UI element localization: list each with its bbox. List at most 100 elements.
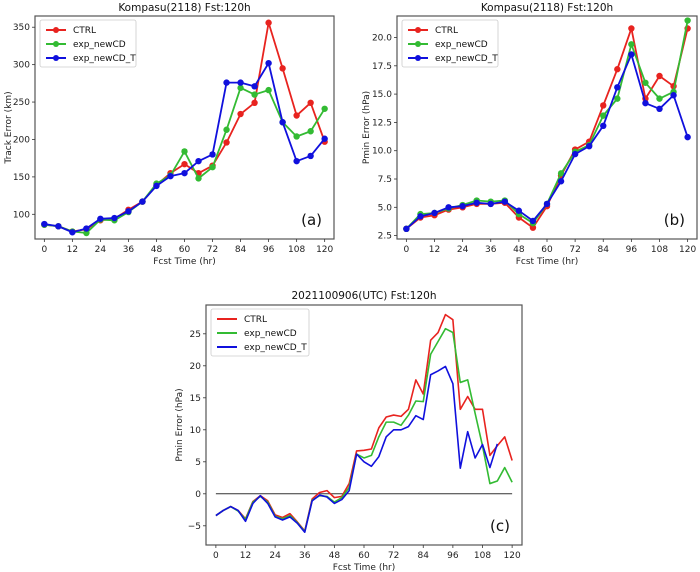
- x-tick-label: 24: [457, 245, 469, 255]
- data-point: [265, 86, 272, 94]
- legend-marker: [415, 41, 421, 47]
- legend-item: exp_newCD_T: [408, 54, 498, 64]
- legend-item: CTRL: [217, 315, 267, 325]
- x-tick-label: 36: [123, 245, 135, 255]
- y-tick-label: 5.0: [378, 203, 393, 213]
- x-tick-label: 48: [513, 245, 525, 255]
- data-point: [293, 133, 300, 140]
- data-point: [557, 178, 565, 185]
- data-point: [628, 41, 635, 48]
- data-point: [614, 95, 621, 102]
- series-ctrl: [215, 313, 513, 532]
- data-point: [529, 217, 537, 225]
- y-axis-label: Pmin Error (hPa): [175, 388, 185, 461]
- data-point: [614, 66, 621, 73]
- x-tick-label: 108: [651, 245, 668, 255]
- x-tick-label: 60: [179, 245, 191, 255]
- data-point: [181, 148, 188, 155]
- y-tick-label: 15: [190, 394, 201, 404]
- legend-marker: [415, 55, 421, 61]
- x-tick-label: 48: [151, 245, 163, 255]
- x-tick-label: 60: [358, 551, 370, 561]
- chart-title: Kompasu(2118) Fst:120h: [118, 2, 250, 14]
- legend-label: CTRL: [435, 26, 458, 36]
- x-tick-label: 96: [263, 245, 275, 255]
- data-point: [265, 19, 272, 26]
- x-tick-label: 84: [418, 551, 430, 561]
- y-tick-label: 20: [190, 362, 202, 372]
- data-point: [557, 170, 565, 177]
- x-tick-label: 12: [429, 245, 440, 255]
- y-tick-label: 300: [13, 61, 30, 71]
- data-point: [293, 157, 300, 165]
- x-tick-label: 24: [269, 551, 281, 561]
- data-point: [237, 110, 244, 118]
- y-tick-label: 100: [13, 210, 30, 220]
- data-point: [195, 175, 202, 182]
- legend-box: [401, 19, 499, 68]
- panel-label: (c): [490, 517, 510, 535]
- data-point: [684, 17, 691, 24]
- legend: CTRL exp_newCD exp_newCD_T: [39, 19, 137, 68]
- data-point: [614, 84, 621, 91]
- data-point: [431, 209, 438, 217]
- legend-box: [39, 19, 137, 68]
- y-axis-label: Pmin Error (hPa): [362, 91, 372, 164]
- data-point: [321, 105, 328, 112]
- y-tick-label: 150: [13, 173, 30, 183]
- y-tick-label: 7.5: [378, 175, 392, 185]
- data-point: [571, 150, 579, 158]
- y-tick-label: 200: [13, 135, 30, 145]
- chart-c: 2021100906(UTC) Fst:120h 0 12 24 36 48 60 72 84 9…: [175, 290, 523, 572]
- chart-title: Kompasu(2118) Fst:120h: [481, 2, 613, 14]
- data-point: [195, 157, 202, 165]
- y-tick-label: 20.0: [372, 34, 392, 44]
- y-tick-label: 15.0: [372, 90, 392, 100]
- data-point: [41, 220, 48, 228]
- data-point: [600, 122, 607, 130]
- data-point: [473, 199, 480, 206]
- y-tick-label: 250: [13, 98, 30, 108]
- legend-marker: [53, 27, 59, 33]
- y-tick-label: 25: [190, 330, 201, 340]
- data-point: [628, 51, 635, 58]
- data-point: [251, 91, 258, 98]
- y-tick-label: 2.5: [378, 232, 392, 242]
- x-tick-label: 120: [316, 245, 333, 255]
- data-point: [223, 139, 230, 146]
- data-point: [181, 160, 188, 168]
- data-point: [307, 152, 314, 160]
- data-point: [670, 92, 677, 99]
- series-exp-newcd-t: [215, 365, 499, 534]
- data-point: [237, 84, 244, 92]
- data-point: [487, 200, 494, 208]
- data-point: [167, 172, 174, 180]
- data-point: [642, 99, 649, 107]
- series-exp-newcd-t: [41, 59, 328, 236]
- x-tick-label: 48: [329, 551, 341, 561]
- x-tick-label: 12: [67, 245, 78, 255]
- legend-item: CTRL: [46, 26, 96, 36]
- data-point: [209, 163, 216, 171]
- legend-label: exp_newCD: [73, 40, 126, 50]
- data-point: [83, 229, 90, 237]
- data-point: [209, 151, 216, 158]
- data-point: [83, 225, 90, 232]
- y-tick-label: 10: [190, 426, 202, 436]
- data-point: [251, 99, 258, 107]
- data-point: [321, 135, 328, 142]
- data-point: [69, 229, 76, 236]
- legend-item: CTRL: [408, 26, 458, 36]
- x-tick-label: 120: [504, 551, 521, 561]
- legend: CTRL exp_newCD exp_newCD_T: [401, 19, 499, 68]
- data-point: [139, 198, 146, 205]
- x-tick-label: 60: [541, 245, 553, 255]
- data-point: [55, 223, 62, 230]
- x-tick-label: 0: [41, 245, 47, 255]
- data-point: [656, 95, 663, 102]
- x-tick-label: 72: [207, 245, 218, 255]
- x-tick-label: 0: [404, 245, 410, 255]
- data-point: [251, 83, 258, 90]
- data-point: [223, 79, 230, 86]
